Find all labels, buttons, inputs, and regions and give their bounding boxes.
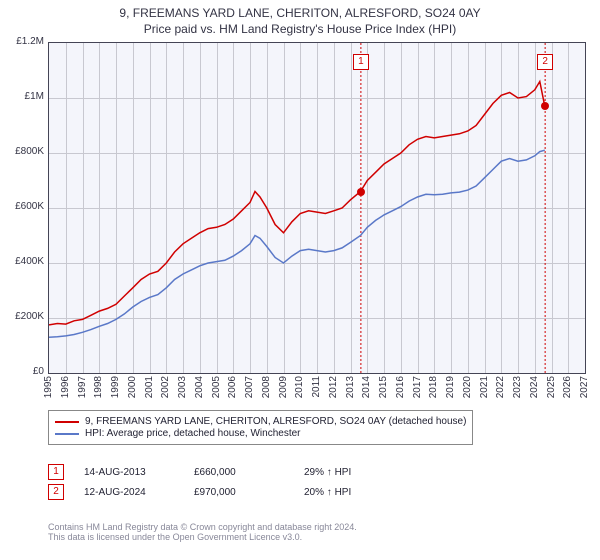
x-tick-label: 2024 [529, 376, 540, 398]
x-tick-label: 1999 [110, 376, 121, 398]
y-tick-label: £0 [4, 366, 44, 377]
transaction-date: 14-AUG-2013 [84, 467, 194, 478]
chart-container: 9, FREEMANS YARD LANE, CHERITON, ALRESFO… [0, 0, 600, 560]
x-tick-label: 2021 [479, 376, 490, 398]
x-tick-label: 2026 [562, 376, 573, 398]
x-tick-label: 2007 [244, 376, 255, 398]
x-tick-label: 2015 [378, 376, 389, 398]
x-tick-label: 2018 [428, 376, 439, 398]
x-tick-label: 2009 [278, 376, 289, 398]
x-tick-label: 2010 [294, 376, 305, 398]
y-tick-label: £1.2M [4, 36, 44, 47]
y-tick-label: £400K [4, 256, 44, 267]
y-tick-label: £200K [4, 311, 44, 322]
y-tick-label: £1M [4, 91, 44, 102]
x-tick-label: 2008 [261, 376, 272, 398]
transaction-date: 12-AUG-2024 [84, 487, 194, 498]
x-tick-label: 2022 [495, 376, 506, 398]
x-tick-label: 2012 [328, 376, 339, 398]
x-tick-label: 2023 [512, 376, 523, 398]
legend-label: HPI: Average price, detached house, Winc… [85, 428, 301, 439]
series-price_paid [49, 82, 545, 325]
legend-label: 9, FREEMANS YARD LANE, CHERITON, ALRESFO… [85, 416, 466, 427]
chart-title: 9, FREEMANS YARD LANE, CHERITON, ALRESFO… [0, 0, 600, 20]
x-tick-label: 2025 [546, 376, 557, 398]
x-tick-label: 2014 [361, 376, 372, 398]
chart-svg [49, 43, 585, 373]
marker-box: 1 [353, 54, 369, 70]
x-tick-label: 2013 [345, 376, 356, 398]
x-tick-label: 2006 [227, 376, 238, 398]
legend-row: HPI: Average price, detached house, Winc… [55, 428, 466, 439]
marker-dot [357, 188, 365, 196]
footer-line1: Contains HM Land Registry data © Crown c… [48, 522, 357, 532]
x-tick-label: 2003 [177, 376, 188, 398]
chart-subtitle: Price paid vs. HM Land Registry's House … [0, 20, 600, 36]
legend-swatch [55, 421, 79, 423]
x-tick-label: 2000 [127, 376, 138, 398]
footer-line2: This data is licensed under the Open Gov… [48, 532, 357, 542]
x-tick-label: 2020 [462, 376, 473, 398]
transaction-marker: 2 [48, 484, 64, 500]
x-tick-label: 1995 [43, 376, 54, 398]
y-tick-label: £800K [4, 146, 44, 157]
x-tick-label: 2017 [412, 376, 423, 398]
footer-text: Contains HM Land Registry data © Crown c… [48, 522, 357, 542]
x-tick-label: 2019 [445, 376, 456, 398]
x-tick-label: 2001 [144, 376, 155, 398]
y-tick-label: £600K [4, 201, 44, 212]
x-tick-label: 2002 [160, 376, 171, 398]
transaction-row: 2 12-AUG-2024£970,00020% ↑ HPI [48, 484, 414, 500]
legend-box: 9, FREEMANS YARD LANE, CHERITON, ALRESFO… [48, 410, 473, 445]
marker-box: 2 [537, 54, 553, 70]
x-tick-label: 2005 [211, 376, 222, 398]
x-tick-label: 2016 [395, 376, 406, 398]
transaction-price: £970,000 [194, 487, 304, 498]
transaction-rows: 1 14-AUG-2013£660,00029% ↑ HPI 2 12-AUG-202… [48, 460, 414, 504]
x-tick-label: 2004 [194, 376, 205, 398]
transaction-pct: 20% ↑ HPI [304, 487, 414, 498]
transaction-marker: 1 [48, 464, 64, 480]
x-tick-label: 1998 [93, 376, 104, 398]
x-tick-label: 1997 [77, 376, 88, 398]
legend-swatch [55, 433, 79, 435]
transaction-pct: 29% ↑ HPI [304, 467, 414, 478]
series-hpi [49, 150, 545, 337]
transaction-price: £660,000 [194, 467, 304, 478]
transaction-row: 1 14-AUG-2013£660,00029% ↑ HPI [48, 464, 414, 480]
x-tick-label: 2011 [311, 376, 322, 398]
legend-row: 9, FREEMANS YARD LANE, CHERITON, ALRESFO… [55, 416, 466, 427]
x-tick-label: 1996 [60, 376, 71, 398]
x-tick-label: 2027 [579, 376, 590, 398]
chart-plot-area: 12 [48, 42, 586, 374]
